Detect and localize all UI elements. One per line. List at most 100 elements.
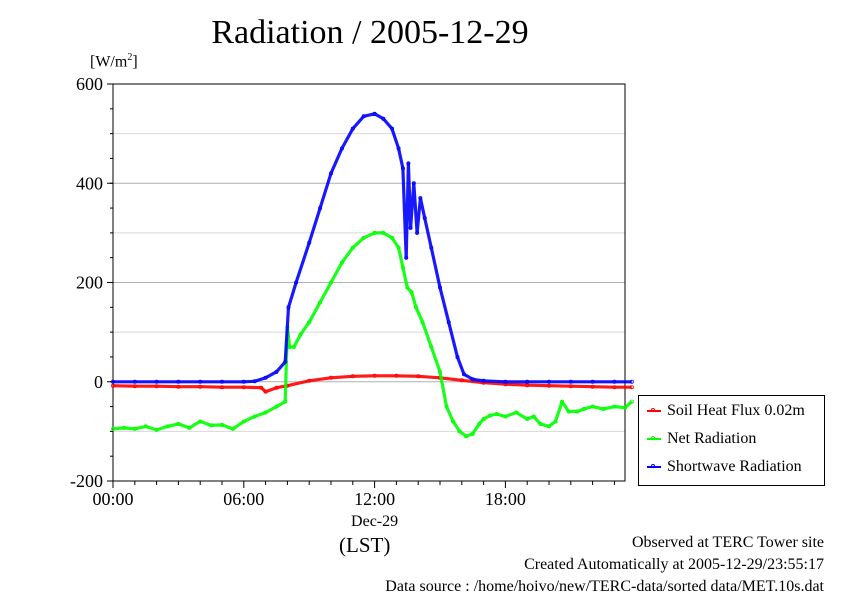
data-point-soil-heat-flux	[590, 384, 595, 389]
data-point-shortwave-radiation	[404, 255, 409, 260]
y-tick-label: 400	[76, 173, 103, 193]
data-point-soil-heat-flux	[132, 384, 137, 389]
data-point-net-radiation	[274, 404, 279, 409]
data-point-net-radiation	[420, 320, 425, 325]
data-point-shortwave-radiation	[481, 378, 486, 383]
footer-data-source: Data source : /home/hoivo/new/TERC-data/…	[385, 578, 824, 595]
data-point-shortwave-radiation	[339, 146, 344, 151]
data-point-soil-heat-flux	[350, 374, 355, 379]
data-point-net-radiation	[457, 429, 462, 434]
data-point-net-radiation	[198, 419, 203, 424]
data-point-shortwave-radiation	[132, 379, 137, 384]
data-point-shortwave-radiation	[361, 114, 366, 119]
data-point-soil-heat-flux	[416, 374, 421, 379]
data-point-net-radiation	[414, 305, 419, 310]
data-point-net-radiation	[470, 431, 475, 436]
data-point-net-radiation	[429, 345, 434, 350]
data-point-net-radiation	[481, 416, 486, 421]
data-point-net-radiation	[339, 260, 344, 265]
data-point-soil-heat-flux	[459, 378, 464, 383]
data-point-net-radiation	[525, 416, 530, 421]
data-point-shortwave-radiation	[307, 240, 312, 245]
data-point-net-radiation	[165, 424, 170, 429]
data-point-shortwave-radiation	[390, 126, 395, 131]
data-point-shortwave-radiation	[415, 230, 420, 235]
y-tick-label: 200	[76, 273, 103, 293]
data-point-soil-heat-flux	[328, 375, 333, 380]
data-point-shortwave-radiation	[590, 379, 595, 384]
data-point-net-radiation	[477, 421, 482, 426]
data-point-net-radiation	[287, 345, 292, 350]
data-point-net-radiation	[547, 424, 552, 429]
data-point-shortwave-radiation	[406, 161, 411, 166]
data-point-net-radiation	[291, 345, 296, 350]
data-point-shortwave-radiation	[461, 372, 466, 377]
data-point-net-radiation	[503, 414, 508, 419]
data-point-net-radiation	[629, 399, 634, 404]
data-point-soil-heat-flux	[612, 385, 617, 390]
data-point-net-radiation	[531, 414, 536, 419]
data-point-shortwave-radiation	[455, 354, 460, 359]
data-point-net-radiation	[328, 280, 333, 285]
data-point-shortwave-radiation	[437, 285, 442, 290]
data-point-net-radiation	[350, 245, 355, 250]
data-point-shortwave-radiation	[283, 359, 288, 364]
legend-label-soil: Soil Heat Flux 0.02m	[667, 402, 805, 419]
chart-title: Radiation / 2005-12-29	[211, 14, 529, 51]
data-point-net-radiation	[405, 285, 410, 290]
data-point-shortwave-radiation	[396, 146, 401, 151]
y-axis-unit: [W/m2]	[90, 52, 138, 71]
data-point-net-radiation	[111, 426, 116, 431]
data-point-net-radiation	[409, 290, 414, 295]
data-point-soil-heat-flux	[176, 384, 181, 389]
y-tick-label: 0	[94, 372, 103, 392]
data-point-net-radiation	[396, 245, 401, 250]
data-point-net-radiation	[219, 422, 224, 427]
data-point-net-radiation	[612, 404, 617, 409]
x-tick-label: 00:00	[92, 489, 133, 509]
data-point-shortwave-radiation	[408, 225, 413, 230]
data-point-shortwave-radiation	[111, 379, 116, 384]
data-point-net-radiation	[252, 414, 257, 419]
data-point-net-radiation	[488, 413, 493, 418]
data-point-net-radiation	[318, 300, 323, 305]
data-point-shortwave-radiation	[629, 379, 634, 384]
data-point-soil-heat-flux	[307, 378, 312, 383]
data-point-net-radiation	[154, 427, 159, 432]
data-point-net-radiation	[601, 407, 606, 412]
data-point-net-radiation	[444, 404, 449, 409]
legend-item-net-radiation: Net Radiation	[647, 429, 756, 449]
data-point-shortwave-radiation	[525, 379, 530, 384]
x-tick-label: 12:00	[354, 489, 395, 509]
data-point-net-radiation	[553, 419, 558, 424]
series-line-shortwave-radiation	[113, 112, 632, 384]
data-point-soil-heat-flux	[241, 385, 246, 390]
data-point-net-radiation	[263, 410, 268, 415]
data-point-soil-heat-flux	[274, 385, 279, 390]
data-point-shortwave-radiation	[252, 379, 257, 384]
legend-swatch-soil	[647, 408, 661, 412]
data-point-shortwave-radiation	[503, 379, 508, 384]
data-point-shortwave-radiation	[154, 379, 159, 384]
data-point-net-radiation	[283, 399, 288, 404]
data-point-soil-heat-flux	[372, 373, 377, 378]
data-point-shortwave-radiation	[429, 245, 434, 250]
data-point-net-radiation	[575, 409, 580, 414]
data-point-shortwave-radiation	[350, 126, 355, 131]
data-point-soil-heat-flux	[111, 383, 116, 388]
footer-observed: Observed at TERC Tower site	[631, 534, 824, 551]
legend-swatch-net	[647, 436, 661, 440]
data-point-net-radiation	[464, 434, 469, 439]
data-point-soil-heat-flux	[154, 384, 159, 389]
data-point-shortwave-radiation	[372, 111, 377, 116]
data-point-shortwave-radiation	[422, 215, 427, 220]
data-point-net-radiation	[514, 410, 519, 415]
x-date-label: Dec-29	[351, 513, 398, 530]
data-point-shortwave-radiation	[418, 196, 423, 201]
data-point-shortwave-radiation	[400, 166, 405, 171]
data-point-soil-heat-flux	[547, 383, 552, 388]
footer-created: Created Automatically at 2005-12-29/23:5…	[524, 556, 824, 573]
data-point-soil-heat-flux	[219, 385, 224, 390]
legend-swatch-short	[647, 464, 661, 468]
